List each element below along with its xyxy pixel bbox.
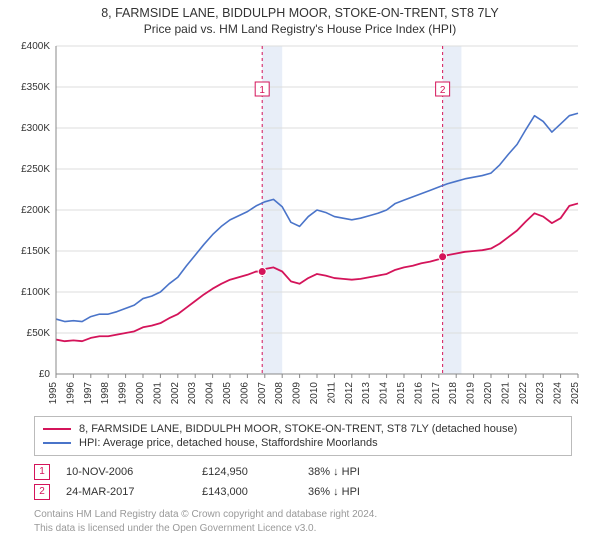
x-tick-label: 2000	[135, 382, 146, 405]
x-tick-label: 2003	[187, 382, 198, 405]
footer-line-2: This data is licensed under the Open Gov…	[34, 522, 572, 536]
sale-date: 10-NOV-2006	[66, 466, 186, 478]
y-tick-label: £100K	[21, 287, 50, 298]
x-tick-label: 1995	[48, 382, 59, 405]
x-tick-label: 1996	[65, 382, 76, 405]
x-tick-label: 1998	[100, 382, 111, 405]
sale-row: 1 10-NOV-2006 £124,950 38% ↓ HPI	[34, 462, 572, 482]
chart-area: £0 £50K £100K £150K £200K £250K £300K £350K £400…	[10, 38, 590, 408]
y-tick-label: £0	[39, 369, 51, 380]
sale-dot	[439, 253, 447, 261]
x-tick-label: 2004	[205, 382, 216, 405]
x-tick-label: 2010	[309, 382, 320, 405]
x-tick-label: 2018	[448, 382, 459, 405]
legend-label: HPI: Average price, detached house, Staf…	[79, 437, 378, 449]
legend-item: 8, FARMSIDE LANE, BIDDULPH MOOR, STOKE-O…	[43, 422, 563, 436]
x-tick-label: 2007	[257, 382, 268, 405]
x-tick-label: 2016	[413, 382, 424, 405]
chart-container: 8, FARMSIDE LANE, BIDDULPH MOOR, STOKE-O…	[0, 0, 600, 536]
legend-swatch	[43, 442, 71, 444]
sale-marker: 1	[34, 464, 50, 480]
y-tick-label: £350K	[21, 82, 50, 93]
sale-price: £124,950	[202, 466, 292, 478]
x-tick-label: 2017	[431, 382, 442, 405]
sale-price: £143,000	[202, 486, 292, 498]
x-tick-label: 2001	[152, 382, 163, 405]
y-tick-label: £300K	[21, 123, 50, 134]
sale-date: 24-MAR-2017	[66, 486, 186, 498]
y-tick-label: £150K	[21, 246, 50, 257]
sales-table: 1 10-NOV-2006 £124,950 38% ↓ HPI 2 24-MAR-201…	[34, 462, 572, 502]
x-tick-label: 2011	[326, 382, 337, 404]
sale-row: 2 24-MAR-2017 £143,000 36% ↓ HPI	[34, 482, 572, 502]
x-tick-label: 2022	[518, 382, 529, 405]
y-tick-label: £250K	[21, 164, 50, 175]
x-tick-label: 1999	[118, 382, 129, 405]
sale-marker-number: 1	[259, 85, 265, 96]
title-sub: Price paid vs. HM Land Registry's House …	[10, 22, 590, 36]
x-tick-label: 2014	[379, 382, 390, 405]
x-tick-label: 2008	[274, 382, 285, 405]
y-tick-label: £200K	[21, 205, 50, 216]
title-block: 8, FARMSIDE LANE, BIDDULPH MOOR, STOKE-O…	[0, 0, 600, 38]
sale-marker-number: 2	[440, 85, 446, 96]
x-tick-label: 2013	[361, 382, 372, 405]
sale-marker: 2	[34, 484, 50, 500]
x-tick-label: 2021	[500, 382, 511, 405]
legend-item: HPI: Average price, detached house, Staf…	[43, 436, 563, 450]
legend-swatch	[43, 428, 71, 430]
legend: 8, FARMSIDE LANE, BIDDULPH MOOR, STOKE-O…	[34, 416, 572, 456]
x-tick-label: 1997	[83, 382, 94, 405]
sale-delta-vs-hpi: 36% ↓ HPI	[308, 486, 398, 498]
x-tick-label: 2019	[466, 382, 477, 405]
x-tick-label: 2015	[396, 382, 407, 405]
x-tick-label: 2024	[553, 382, 564, 405]
legend-label: 8, FARMSIDE LANE, BIDDULPH MOOR, STOKE-O…	[79, 423, 517, 435]
footer-line-1: Contains HM Land Registry data © Crown c…	[34, 508, 572, 522]
sale-delta-vs-hpi: 38% ↓ HPI	[308, 466, 398, 478]
x-tick-label: 2006	[239, 382, 250, 405]
footer-attribution: Contains HM Land Registry data © Crown c…	[34, 508, 572, 536]
title-main: 8, FARMSIDE LANE, BIDDULPH MOOR, STOKE-O…	[10, 6, 590, 20]
chart-svg: £0 £50K £100K £150K £200K £250K £300K £350K £400…	[10, 38, 590, 408]
x-tick-label: 2002	[170, 382, 181, 405]
sale-dot	[258, 268, 266, 276]
x-tick-label: 2025	[570, 382, 581, 405]
y-tick-label: £50K	[27, 328, 51, 339]
x-tick-label: 2023	[535, 382, 546, 405]
y-tick-label: £400K	[21, 41, 50, 52]
x-tick-label: 2009	[292, 382, 303, 405]
x-tick-label: 2005	[222, 382, 233, 405]
x-tick-label: 2012	[344, 382, 355, 405]
x-tick-label: 2020	[483, 382, 494, 405]
